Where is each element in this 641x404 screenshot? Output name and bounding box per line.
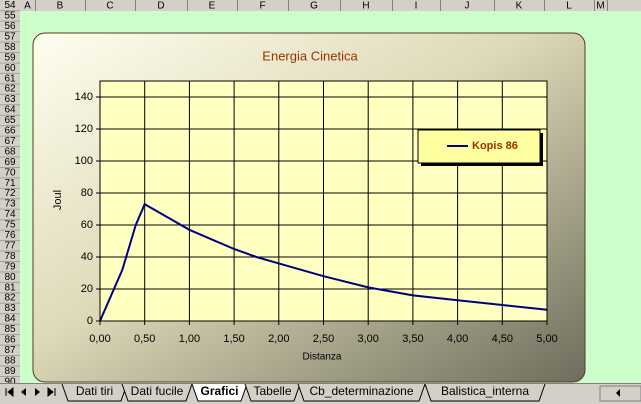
row-header[interactable]: 78 (4, 251, 16, 262)
x-tick-label: 2,50 (313, 333, 334, 345)
row-header[interactable]: 80 (4, 272, 16, 283)
row-header[interactable]: 58 (4, 42, 16, 53)
row-header[interactable]: 86 (4, 335, 16, 346)
y-tick-label: 140 (75, 91, 93, 103)
column-header[interactable]: B (57, 1, 64, 12)
scroll-left[interactable] (616, 389, 620, 397)
x-tick-label: 3,00 (357, 333, 378, 345)
horizontal-scrollbar[interactable] (599, 385, 641, 402)
x-tick-label: 1,00 (179, 333, 200, 345)
sheet-tab[interactable] (191, 383, 248, 402)
row-header[interactable]: 68 (4, 146, 16, 157)
row-header[interactable]: 65 (4, 115, 16, 126)
column-header[interactable]: K (516, 1, 523, 12)
y-axis-label: Joul (52, 190, 64, 210)
chart-title: Energia Cinetica (262, 48, 358, 63)
sheet-tab-label[interactable]: Grafici (200, 384, 238, 398)
sheet-tab[interactable] (61, 383, 128, 402)
column-header[interactable]: C (106, 1, 113, 12)
column-header[interactable]: F (259, 1, 265, 12)
series-line (99, 202, 548, 322)
row-header[interactable]: 89 (4, 366, 16, 377)
sheet-tab[interactable] (121, 383, 193, 402)
column-header[interactable]: E (209, 1, 216, 12)
x-tick-label: 2,00 (268, 333, 289, 345)
x-axis-label: Distanza (303, 352, 342, 363)
y-tick-label: 80 (81, 187, 93, 199)
x-tick-label: 4,00 (447, 333, 468, 345)
sheet-tab[interactable] (424, 383, 546, 402)
x-tick-label: 0,00 (89, 333, 110, 345)
y-tick-label: 40 (81, 251, 93, 263)
plot-border (99, 80, 548, 322)
row-header[interactable]: 63 (4, 94, 16, 105)
row-header[interactable]: 90 (4, 376, 16, 387)
row-header[interactable]: 85 (4, 324, 16, 335)
y-tick-label: 60 (81, 219, 93, 231)
y-tick-label: 120 (75, 123, 93, 135)
row-header[interactable]: 60 (4, 63, 16, 74)
row-header[interactable]: 75 (4, 220, 16, 231)
row-header[interactable]: 82 (4, 293, 16, 304)
nav-next[interactable] (35, 388, 40, 396)
y-tick-label: 0 (87, 315, 93, 327)
nav-last[interactable] (47, 386, 56, 398)
row-header[interactable]: 67 (4, 136, 16, 147)
row-header[interactable]: 76 (4, 230, 16, 241)
row-header[interactable]: 55 (4, 11, 16, 22)
sheet-tab-label[interactable]: Tabelle (253, 384, 291, 398)
legend[interactable] (417, 129, 541, 164)
column-header[interactable]: I (415, 1, 418, 12)
column-header[interactable]: H (362, 1, 369, 12)
nav-first[interactable] (5, 386, 14, 398)
row-header[interactable]: 74 (4, 209, 16, 220)
sheet-tab-label[interactable]: Dati fucile (131, 384, 184, 398)
column-header[interactable]: G (310, 1, 318, 12)
row-header[interactable]: 73 (4, 199, 16, 210)
sheet-tab[interactable] (244, 383, 301, 402)
column-header[interactable]: L (566, 1, 572, 12)
row-header[interactable]: 81 (4, 282, 16, 293)
column-header[interactable]: M (596, 1, 604, 12)
row-header[interactable]: 59 (4, 52, 16, 63)
sheet-tab-label[interactable]: Cb_determinazione (309, 384, 413, 398)
tab-navigation (5, 386, 56, 398)
x-tick-label: 1,50 (223, 333, 244, 345)
row-header[interactable]: 66 (4, 126, 16, 137)
column-header-bar (0, 0, 641, 11)
sheet-tab[interactable] (297, 383, 426, 402)
column-header[interactable]: J (465, 1, 470, 12)
x-tick-label: 4,50 (492, 333, 513, 345)
y-tick-label: 20 (81, 283, 93, 295)
y-tick-label: 100 (75, 155, 93, 167)
row-header[interactable]: 71 (4, 178, 16, 189)
row-header[interactable]: 69 (4, 157, 16, 168)
x-tick-label: 3,50 (402, 333, 423, 345)
row-header[interactable]: 56 (4, 21, 16, 32)
row-header[interactable]: 61 (4, 73, 16, 84)
x-tick-label: 5,00 (536, 333, 557, 345)
row-header[interactable]: 84 (4, 314, 16, 325)
column-header[interactable]: D (157, 1, 164, 12)
nav-prev[interactable] (21, 388, 26, 396)
sheet-tab-label[interactable]: Balistica_interna (441, 384, 529, 398)
row-header[interactable]: 62 (4, 84, 16, 95)
row-header[interactable]: 57 (4, 31, 16, 42)
column-header[interactable]: A (24, 1, 31, 12)
row-header[interactable]: 87 (4, 345, 16, 356)
row-header[interactable]: 88 (4, 355, 16, 366)
row-header[interactable]: 64 (4, 105, 16, 116)
x-tick-label: 0,50 (134, 333, 155, 345)
row-header[interactable]: 54 (4, 0, 16, 11)
row-header[interactable]: 83 (4, 303, 16, 314)
sheet-tab-label[interactable]: Dati tiri (76, 384, 113, 398)
row-header[interactable]: 77 (4, 240, 16, 251)
row-header[interactable]: 70 (4, 167, 16, 178)
row-header[interactable]: 72 (4, 188, 16, 199)
legend-label: Kopis 86 (472, 140, 518, 152)
row-header[interactable]: 79 (4, 261, 16, 272)
